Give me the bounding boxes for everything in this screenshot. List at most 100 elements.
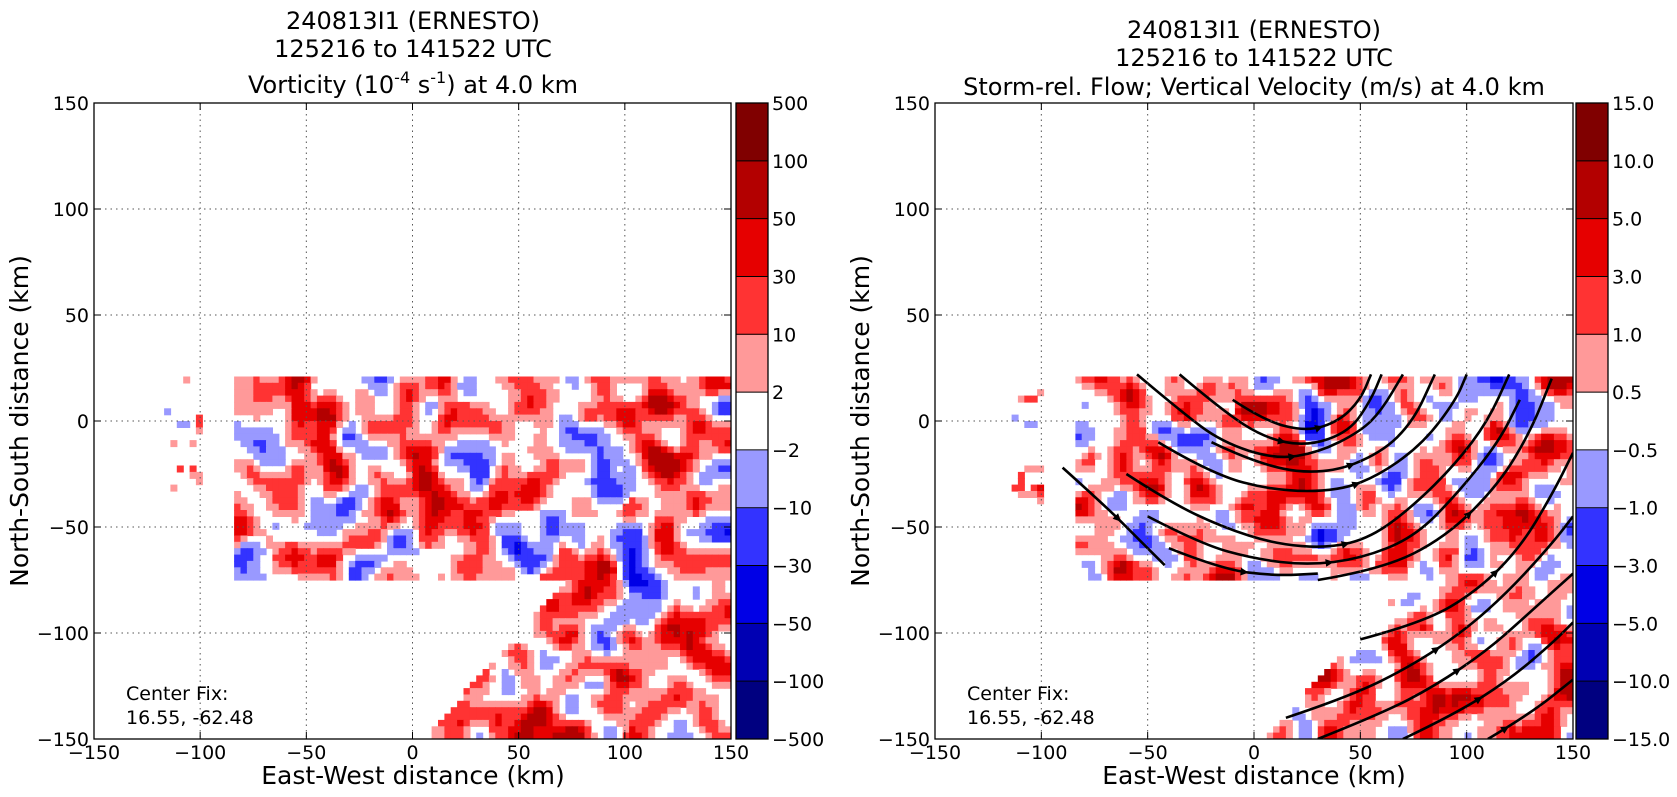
heatmap-cell (603, 732, 611, 739)
heatmap-cell (539, 662, 547, 670)
heatmap-cell (412, 408, 420, 416)
heatmap-cell (297, 433, 305, 441)
heatmap-cell (1279, 471, 1287, 479)
heatmap-cell (1490, 516, 1498, 524)
heatmap-cell (1305, 414, 1312, 422)
heatmap-cell (1496, 522, 1504, 530)
heatmap-cell (1126, 395, 1134, 403)
heatmap-cell (654, 478, 662, 486)
heatmap-cell (297, 491, 305, 498)
heatmap-cell (348, 535, 356, 543)
heatmap-cell (705, 421, 713, 428)
heatmap-cell (1534, 446, 1542, 454)
heatmap-cell (578, 637, 586, 645)
heatmap-cell (457, 516, 465, 524)
heatmap-cell (1439, 522, 1446, 530)
heatmap-cell (412, 414, 420, 422)
heatmap-cell (1132, 471, 1140, 479)
heatmap-cell (297, 567, 305, 575)
heatmap-cell (1317, 497, 1325, 505)
heatmap-cell (1190, 427, 1198, 435)
heatmap-cell (259, 529, 267, 537)
heatmap-cell (310, 471, 318, 479)
heatmap-cell (259, 376, 267, 384)
heatmap-cell (240, 554, 248, 562)
colorbar-tick-label: 500 (772, 93, 808, 115)
heatmap-cell (1228, 560, 1236, 568)
heatmap-cell (686, 650, 694, 657)
heatmap-cell (692, 440, 700, 448)
heatmap-cell (559, 643, 566, 651)
heatmap-cell (571, 611, 579, 619)
heatmap-cell (508, 681, 516, 689)
heatmap-cell (1164, 408, 1172, 416)
heatmap-cell (1247, 510, 1255, 517)
heatmap-cell (1483, 497, 1491, 505)
heatmap-cell (1362, 491, 1370, 498)
heatmap-cell (1183, 440, 1191, 448)
heatmap-cell (610, 681, 617, 689)
heatmap-cell (329, 452, 337, 460)
heatmap-cell (412, 478, 420, 486)
heatmap-cell (718, 421, 726, 428)
heatmap-cell (635, 421, 643, 428)
heatmap-cell (1349, 694, 1357, 702)
heatmap-cell (1209, 395, 1217, 403)
heatmap-cell (1260, 408, 1268, 416)
heatmap-cell (1177, 459, 1185, 467)
heatmap-cell (1502, 541, 1510, 549)
heatmap-cell (692, 656, 700, 664)
heatmap-cell (1483, 599, 1491, 607)
heatmap-cell (1324, 382, 1332, 390)
heatmap-cell (724, 554, 731, 562)
heatmap-cell (1336, 440, 1344, 448)
heatmap-cell (476, 497, 484, 505)
heatmap-cell (259, 427, 267, 435)
heatmap-cell (1209, 427, 1217, 435)
heatmap-cell (1413, 700, 1421, 708)
heatmap-cell (641, 567, 649, 575)
heatmap-cell (673, 408, 681, 416)
heatmap-cell (297, 414, 305, 422)
heatmap-cell (234, 548, 242, 556)
heatmap-cell (1483, 681, 1491, 689)
heatmap-cell (1477, 491, 1485, 498)
heatmap-cell (399, 459, 407, 467)
heatmap-cell (686, 656, 694, 664)
heatmap-cell (673, 459, 681, 467)
heatmap-cell (711, 567, 719, 575)
heatmap-cell (336, 503, 344, 511)
heatmap-cell (1553, 516, 1561, 524)
heatmap-cell (1490, 421, 1498, 428)
heatmap-cell (1522, 421, 1529, 428)
heatmap-cell (438, 516, 445, 524)
heatmap-cell (686, 465, 694, 473)
heatmap-cell (482, 535, 490, 543)
heatmap-cell (1426, 510, 1434, 517)
heatmap-cell (667, 630, 675, 638)
heatmap-cell (1247, 389, 1255, 397)
heatmap-cell (686, 624, 694, 632)
heatmap-cell (1292, 427, 1300, 435)
heatmap-cell (183, 421, 191, 428)
heatmap-cell (329, 491, 337, 498)
heatmap-cell (1011, 484, 1019, 492)
heatmap-cell (1490, 529, 1498, 537)
heatmap-cell (571, 669, 579, 676)
heatmap-cell (1553, 681, 1561, 689)
heatmap-cell (603, 700, 611, 708)
heatmap-cell (425, 433, 433, 441)
heatmap-cell (1158, 529, 1166, 537)
heatmap-cell (1490, 478, 1498, 486)
heatmap-cell (1490, 446, 1498, 454)
colorbar-swatch (736, 276, 768, 335)
heatmap-cell (1158, 433, 1166, 441)
heatmap-cell (552, 675, 560, 683)
heatmap-cell (1496, 592, 1504, 600)
heatmap-cell (1470, 573, 1478, 581)
heatmap-cell (565, 592, 573, 600)
heatmap-cell (508, 395, 516, 403)
heatmap-cell (1234, 408, 1242, 416)
heatmap-cell (1432, 700, 1440, 708)
heatmap-cell (635, 452, 643, 460)
